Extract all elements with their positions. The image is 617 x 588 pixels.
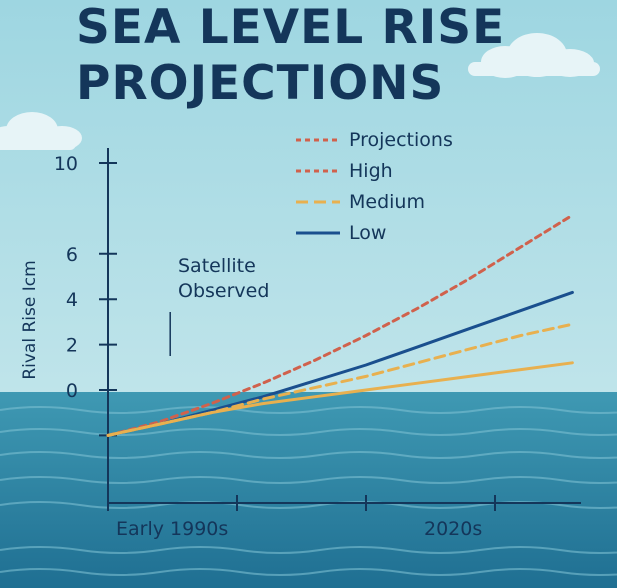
series-line-0 (106, 213, 574, 437)
legend-swatch (296, 200, 340, 203)
y-axis-label: Rival Rise Icm (20, 260, 40, 380)
legend-item-projections: Projections (296, 124, 453, 155)
series-line-1 (106, 290, 574, 437)
legend: Projections High Medium Low (296, 124, 453, 248)
legend-swatch (296, 169, 340, 172)
annotation-line-1: Satellite (178, 255, 256, 277)
y-tick-label: 2 (66, 335, 78, 357)
legend-swatch (296, 138, 340, 141)
series-line-3 (106, 361, 574, 437)
x-tick-label-early-1990s: Early 1990s (116, 518, 229, 540)
legend-swatch (296, 231, 340, 234)
x-tick-label-2020s: 2020s (424, 518, 483, 540)
legend-label: Low (349, 221, 387, 244)
cloud-icon (468, 33, 600, 78)
legend-label: Medium (349, 190, 425, 213)
y-tick-label: 6 (66, 244, 78, 266)
legend-item-medium: Medium (296, 186, 453, 217)
legend-label: Projections (349, 128, 453, 151)
annotation-satellite-observed: Satellite Observed (178, 254, 269, 304)
y-tick-label: 10 (54, 153, 78, 175)
chart-title-line-2: PROJECTIONS (76, 56, 445, 111)
chart-title-line-1: SEA LEVEL RISE (76, 0, 506, 55)
sea (0, 392, 617, 588)
cloud-icon (0, 112, 82, 150)
legend-item-high: High (296, 155, 453, 186)
y-tick-label: 4 (66, 289, 78, 311)
annotation-line-2: Observed (178, 280, 270, 302)
y-tick-label: 0 (66, 380, 78, 402)
series-lines (106, 213, 574, 437)
axes: 10 6 4 2 0 (54, 148, 581, 511)
chart-title: SEA LEVEL RISE PROJECTIONS (76, 0, 505, 112)
legend-item-low: Low (296, 217, 453, 248)
legend-label: High (349, 159, 393, 182)
